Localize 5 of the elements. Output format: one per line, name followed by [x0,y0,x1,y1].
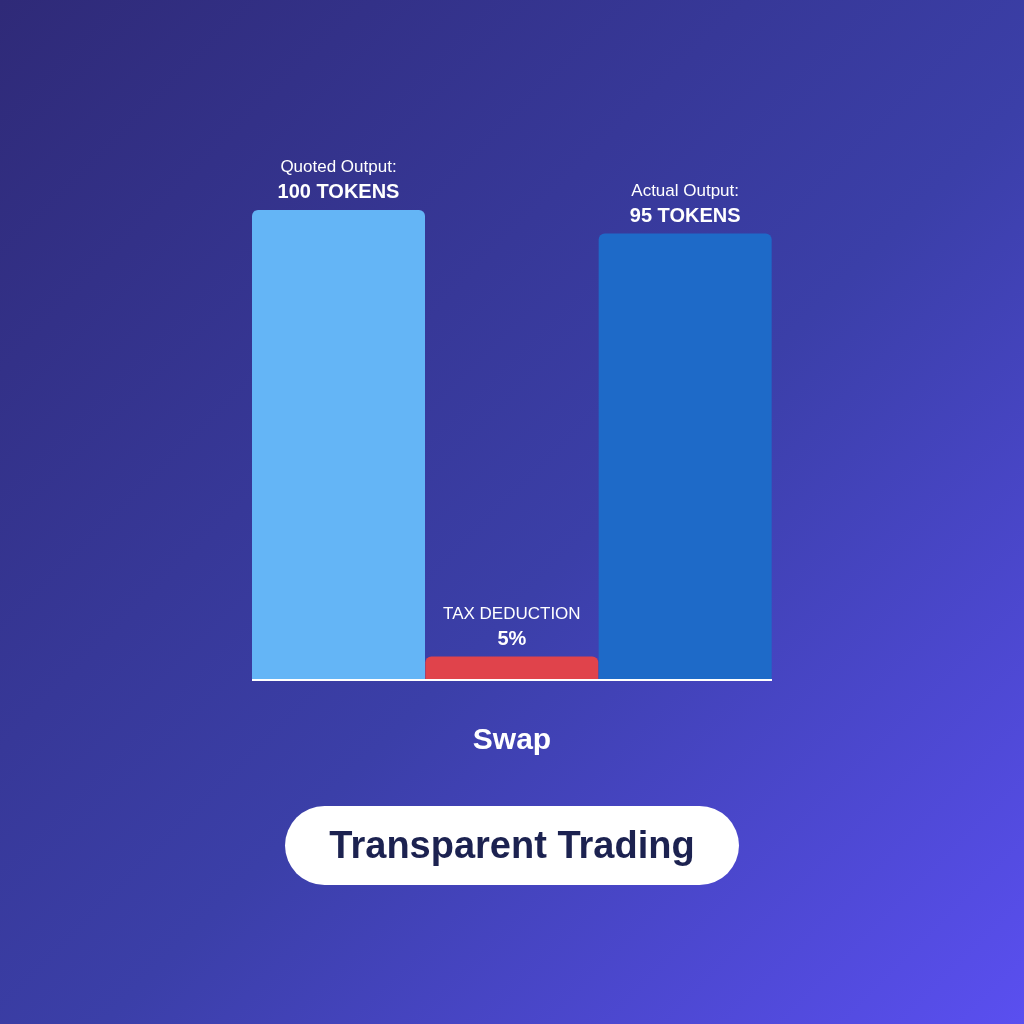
text: Transparent Trading [285,806,739,885]
data-label: TAX DEDUCTION 5% [443,603,581,649]
data-label: Actual Output: 95 TOKENS [629,180,741,226]
data-label: Quoted Output: 100 TOKENS [277,157,400,202]
x-axis-title: Swap [472,722,552,756]
